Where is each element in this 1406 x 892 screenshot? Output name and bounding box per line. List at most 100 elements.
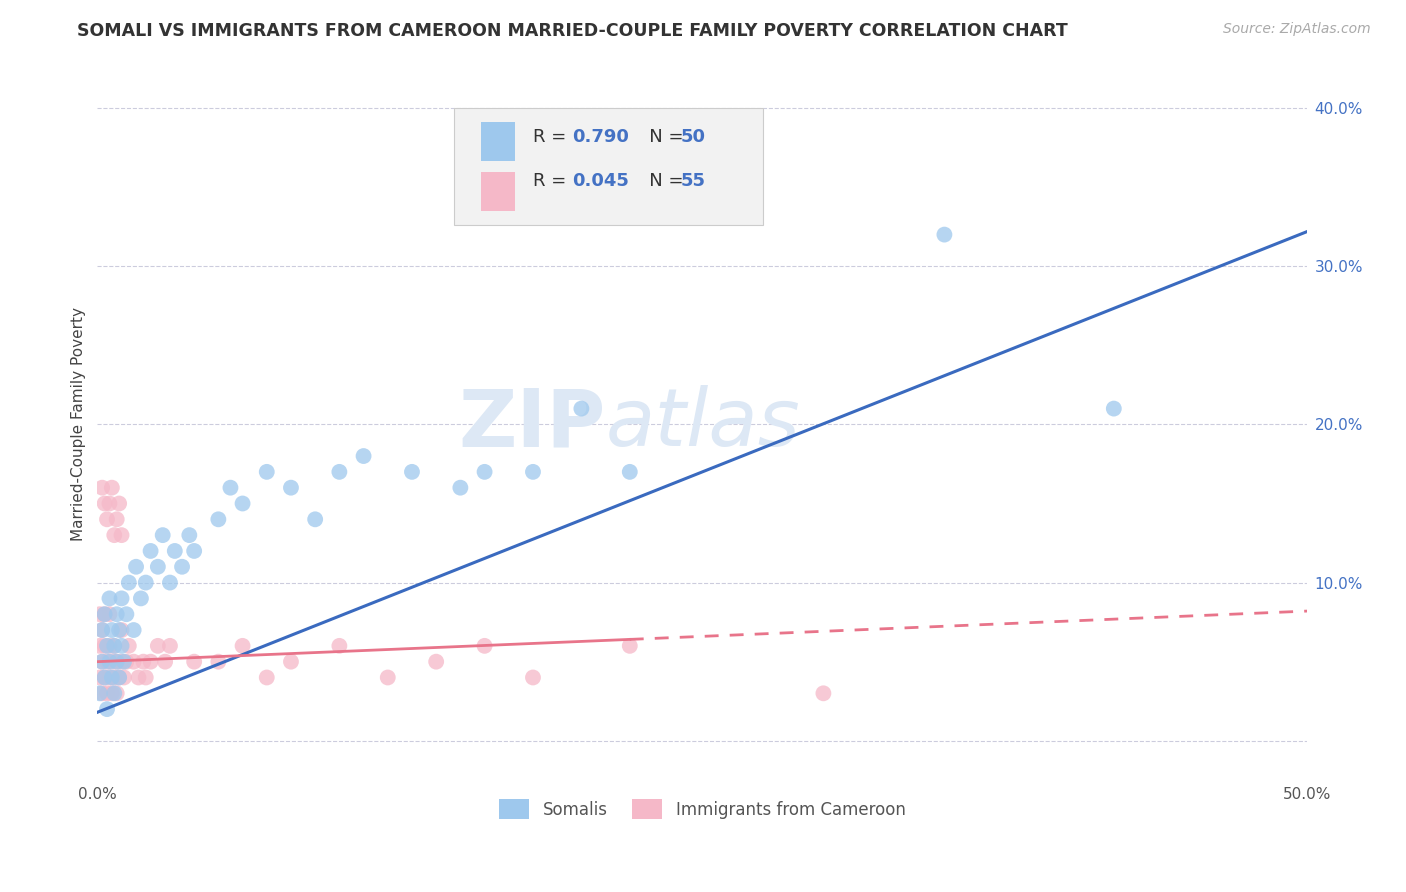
Point	[183, 655, 205, 669]
Point	[91, 623, 114, 637]
Point	[170, 559, 193, 574]
Point	[219, 481, 242, 495]
Point	[103, 639, 125, 653]
Point	[280, 655, 302, 669]
Point	[280, 481, 302, 495]
Point	[103, 686, 125, 700]
Text: Source: ZipAtlas.com: Source: ZipAtlas.com	[1223, 22, 1371, 37]
Point	[93, 671, 115, 685]
Text: N =: N =	[633, 128, 689, 145]
Point	[101, 481, 124, 495]
Point	[115, 655, 138, 669]
Point	[353, 449, 375, 463]
Text: R =: R =	[533, 172, 572, 190]
Bar	[481, 172, 515, 211]
Point	[813, 686, 835, 700]
Text: SOMALI VS IMMIGRANTS FROM CAMEROON MARRIED-COUPLE FAMILY POVERTY CORRELATION CHA: SOMALI VS IMMIGRANTS FROM CAMEROON MARRI…	[77, 22, 1069, 40]
Point	[232, 639, 254, 653]
Point	[474, 465, 496, 479]
Point	[105, 655, 128, 669]
Point	[1102, 401, 1125, 416]
Point	[108, 671, 131, 685]
Point	[98, 496, 121, 510]
Point	[207, 512, 229, 526]
Point	[93, 671, 115, 685]
Point	[449, 481, 471, 495]
Point	[159, 639, 181, 653]
Legend: Somalis, Immigrants from Cameroon: Somalis, Immigrants from Cameroon	[492, 793, 912, 825]
Point	[118, 639, 141, 653]
Point	[110, 591, 132, 606]
Point	[101, 686, 124, 700]
Point	[571, 401, 593, 416]
Point	[101, 671, 124, 685]
Point	[105, 607, 128, 622]
Point	[105, 655, 128, 669]
Point	[103, 639, 125, 653]
Point	[89, 639, 111, 653]
Point	[183, 544, 205, 558]
Text: 0.045: 0.045	[572, 172, 628, 190]
Point	[103, 528, 125, 542]
Point	[135, 575, 157, 590]
Point	[115, 607, 138, 622]
Point	[98, 671, 121, 685]
Point	[91, 655, 114, 669]
Point	[93, 607, 115, 622]
Point	[256, 671, 278, 685]
Point	[105, 686, 128, 700]
Point	[163, 544, 186, 558]
Point	[101, 655, 124, 669]
Point	[179, 528, 201, 542]
Point	[256, 465, 278, 479]
Point	[122, 623, 145, 637]
Text: 55: 55	[681, 172, 706, 190]
Point	[93, 607, 115, 622]
FancyBboxPatch shape	[454, 108, 763, 225]
Text: 50: 50	[681, 128, 706, 145]
Point	[110, 623, 132, 637]
Text: N =: N =	[633, 172, 689, 190]
Point	[129, 591, 152, 606]
Text: atlas: atlas	[606, 385, 800, 464]
Point	[91, 481, 114, 495]
Point	[98, 591, 121, 606]
Text: ZIP: ZIP	[458, 385, 606, 464]
Point	[93, 496, 115, 510]
Point	[91, 686, 114, 700]
Text: R =: R =	[533, 128, 572, 145]
Point	[91, 623, 114, 637]
Point	[91, 655, 114, 669]
Point	[128, 671, 150, 685]
Point	[146, 559, 169, 574]
Point	[98, 607, 121, 622]
Point	[105, 512, 128, 526]
Point	[108, 623, 131, 637]
Point	[110, 655, 132, 669]
Point	[98, 639, 121, 653]
Point	[101, 623, 124, 637]
Point	[112, 655, 135, 669]
Point	[110, 528, 132, 542]
Point	[103, 671, 125, 685]
Y-axis label: Married-Couple Family Poverty: Married-Couple Family Poverty	[72, 308, 86, 541]
Point	[135, 671, 157, 685]
Point	[522, 671, 544, 685]
Point	[96, 702, 118, 716]
Point	[328, 639, 350, 653]
Point	[96, 686, 118, 700]
Text: 0.790: 0.790	[572, 128, 628, 145]
Point	[619, 465, 641, 479]
Point	[139, 544, 162, 558]
Point	[401, 465, 423, 479]
Point	[89, 671, 111, 685]
Point	[98, 655, 121, 669]
Point	[96, 512, 118, 526]
Point	[93, 639, 115, 653]
Point	[152, 528, 174, 542]
Point	[108, 496, 131, 510]
Point	[122, 655, 145, 669]
Point	[139, 655, 162, 669]
Point	[89, 607, 111, 622]
Point	[108, 671, 131, 685]
